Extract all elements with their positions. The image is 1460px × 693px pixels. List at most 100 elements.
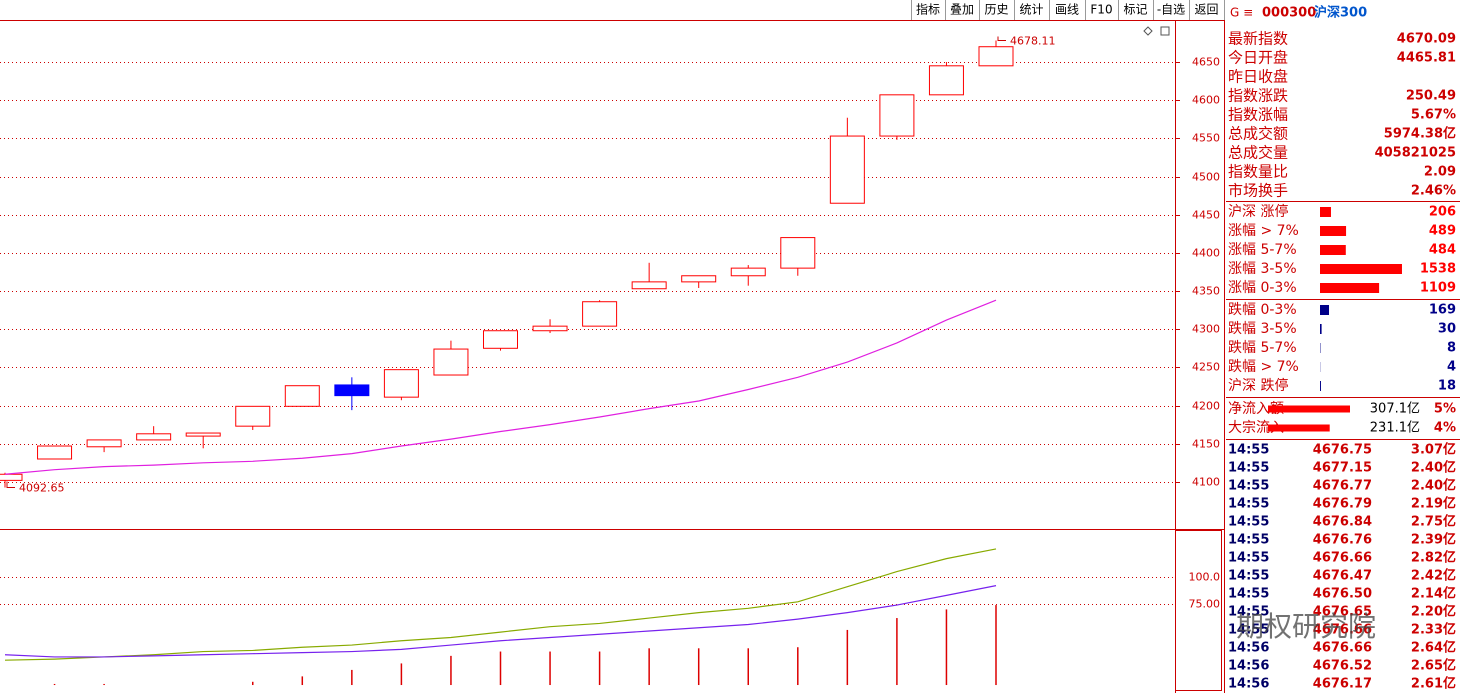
toolbar-button[interactable]: 画线 xyxy=(1055,3,1079,17)
breadth-label: 涨幅 5-7% xyxy=(1228,242,1297,258)
quote-value: 5.67% xyxy=(1411,108,1456,123)
annotation-arrow xyxy=(997,36,1006,42)
volume-bar xyxy=(747,648,749,686)
candle-body xyxy=(86,439,122,448)
trade-amount: 2.19亿 xyxy=(1411,496,1456,512)
y-tick-label: 4400 xyxy=(1192,247,1220,260)
quote-label: 指数涨幅 xyxy=(1228,106,1288,124)
trade-time: 14:56 xyxy=(1228,659,1269,674)
y-tick-label: 4650 xyxy=(1192,56,1220,69)
breadth-label: 涨幅 0-3% xyxy=(1228,280,1297,296)
volume-bar xyxy=(351,669,353,686)
breadth-bar xyxy=(1320,245,1346,255)
quote-value: 5974.38亿 xyxy=(1384,126,1456,142)
volume-bar xyxy=(697,648,700,686)
trade-time: 14:55 xyxy=(1228,587,1269,602)
breadth-count: 169 xyxy=(1429,303,1456,318)
breadth-count: 18 xyxy=(1438,379,1456,394)
breadth-label: 跌幅 > 7% xyxy=(1228,359,1299,375)
flow-pct: 4% xyxy=(1434,421,1456,436)
flow-bar xyxy=(1268,405,1350,413)
quote-label: 最新指数 xyxy=(1228,30,1288,48)
trade-amount: 2.14亿 xyxy=(1411,586,1456,602)
trade-time: 14:56 xyxy=(1228,677,1269,692)
breadth-label: 沪深 涨停 xyxy=(1228,203,1288,220)
trade-price: 4676.50 xyxy=(1313,587,1372,602)
trade-time: 14:56 xyxy=(1228,641,1269,656)
breadth-count: 8 xyxy=(1447,341,1456,356)
y-tick-label: 4600 xyxy=(1192,94,1220,107)
volume-bar xyxy=(252,681,254,686)
toolbar-button[interactable]: 指标 xyxy=(916,2,940,17)
y-tick-label: 4550 xyxy=(1192,132,1220,145)
view-icons[interactable] xyxy=(1143,26,1170,36)
toolbar-button[interactable]: 历史 xyxy=(984,3,1008,17)
trade-price: 4676.75 xyxy=(1313,443,1372,458)
quote-value: 2.09 xyxy=(1424,165,1456,180)
trade-amount: 2.42亿 xyxy=(1411,568,1456,584)
volume-bar xyxy=(400,663,403,686)
candle-body xyxy=(631,281,667,290)
trade-price: 4676.66 xyxy=(1313,551,1372,566)
breadth-bar xyxy=(1320,207,1331,217)
flow-value: 307.1亿 xyxy=(1370,402,1420,417)
candle-body xyxy=(978,46,1014,67)
breadth-count: 1538 xyxy=(1420,262,1456,277)
volume-bar xyxy=(896,618,898,686)
trade-price: 4676.66 xyxy=(1313,641,1372,656)
candle-body xyxy=(681,275,717,283)
breadth-bar xyxy=(1320,226,1347,236)
volume-bar xyxy=(53,683,56,686)
trade-price: 4676.76 xyxy=(1313,533,1372,548)
toolbar-button[interactable]: 叠加 xyxy=(950,3,974,17)
trade-time: 14:55 xyxy=(1228,569,1269,584)
trade-time: 14:55 xyxy=(1228,443,1269,458)
breadth-label: 涨幅 3-5% xyxy=(1228,261,1297,277)
trade-time: 14:55 xyxy=(1228,533,1269,548)
trade-price: 4676.79 xyxy=(1313,497,1372,512)
volume-bar xyxy=(499,651,502,686)
y-tick-label: 100.0 xyxy=(1189,571,1221,584)
volume-bar xyxy=(797,647,799,686)
volume-average xyxy=(4,548,997,661)
flow-value: 231.1亿 xyxy=(1370,421,1420,436)
y-tick-label: 4350 xyxy=(1192,285,1220,298)
volume-bar xyxy=(945,609,948,686)
toolbar-button[interactable]: F10 xyxy=(1090,3,1112,17)
toolbar-button[interactable]: 标记 xyxy=(1123,3,1147,17)
candle-body xyxy=(582,301,618,327)
candle-body xyxy=(879,94,915,137)
breadth-count: 484 xyxy=(1429,243,1456,258)
quote-value: 405821025 xyxy=(1375,146,1456,161)
annotation-arrow xyxy=(6,481,15,489)
candle-body xyxy=(235,405,271,427)
toolbar-button[interactable]: 返回 xyxy=(1194,3,1218,17)
breadth-bar xyxy=(1320,381,1321,391)
trade-amount: 2.65亿 xyxy=(1411,658,1456,674)
volume-bar xyxy=(846,629,849,686)
flow-pct: 5% xyxy=(1434,402,1456,417)
breadth-label: 沪深 跌停 xyxy=(1228,377,1288,394)
trade-time: 14:55 xyxy=(1228,623,1269,638)
quote-label: 总成交量 xyxy=(1228,144,1288,162)
toolbar-button[interactable]: -自选 xyxy=(1157,3,1185,17)
y-tick-label: 4200 xyxy=(1192,400,1220,413)
trade-amount: 2.20亿 xyxy=(1411,604,1456,620)
trade-time: 14:55 xyxy=(1228,551,1269,566)
quote-label: 总成交额 xyxy=(1228,125,1288,143)
breadth-count: 206 xyxy=(1429,205,1456,220)
toolbar-button[interactable]: 统计 xyxy=(1019,3,1043,17)
candle-body xyxy=(185,432,221,437)
quote-label: 今日开盘 xyxy=(1228,49,1288,67)
trade-price: 4676.66 xyxy=(1313,623,1372,638)
trade-amount: 2.40亿 xyxy=(1411,460,1456,476)
trade-amount: 2.75亿 xyxy=(1411,514,1456,530)
breadth-count: 1109 xyxy=(1420,281,1456,296)
trade-amount: 2.39亿 xyxy=(1411,532,1456,548)
code: 000300 xyxy=(1262,6,1316,21)
candle-body xyxy=(928,65,964,96)
breadth-bar xyxy=(1320,305,1330,315)
trade-price: 4676.65 xyxy=(1313,605,1372,620)
volume-bar xyxy=(301,676,304,686)
